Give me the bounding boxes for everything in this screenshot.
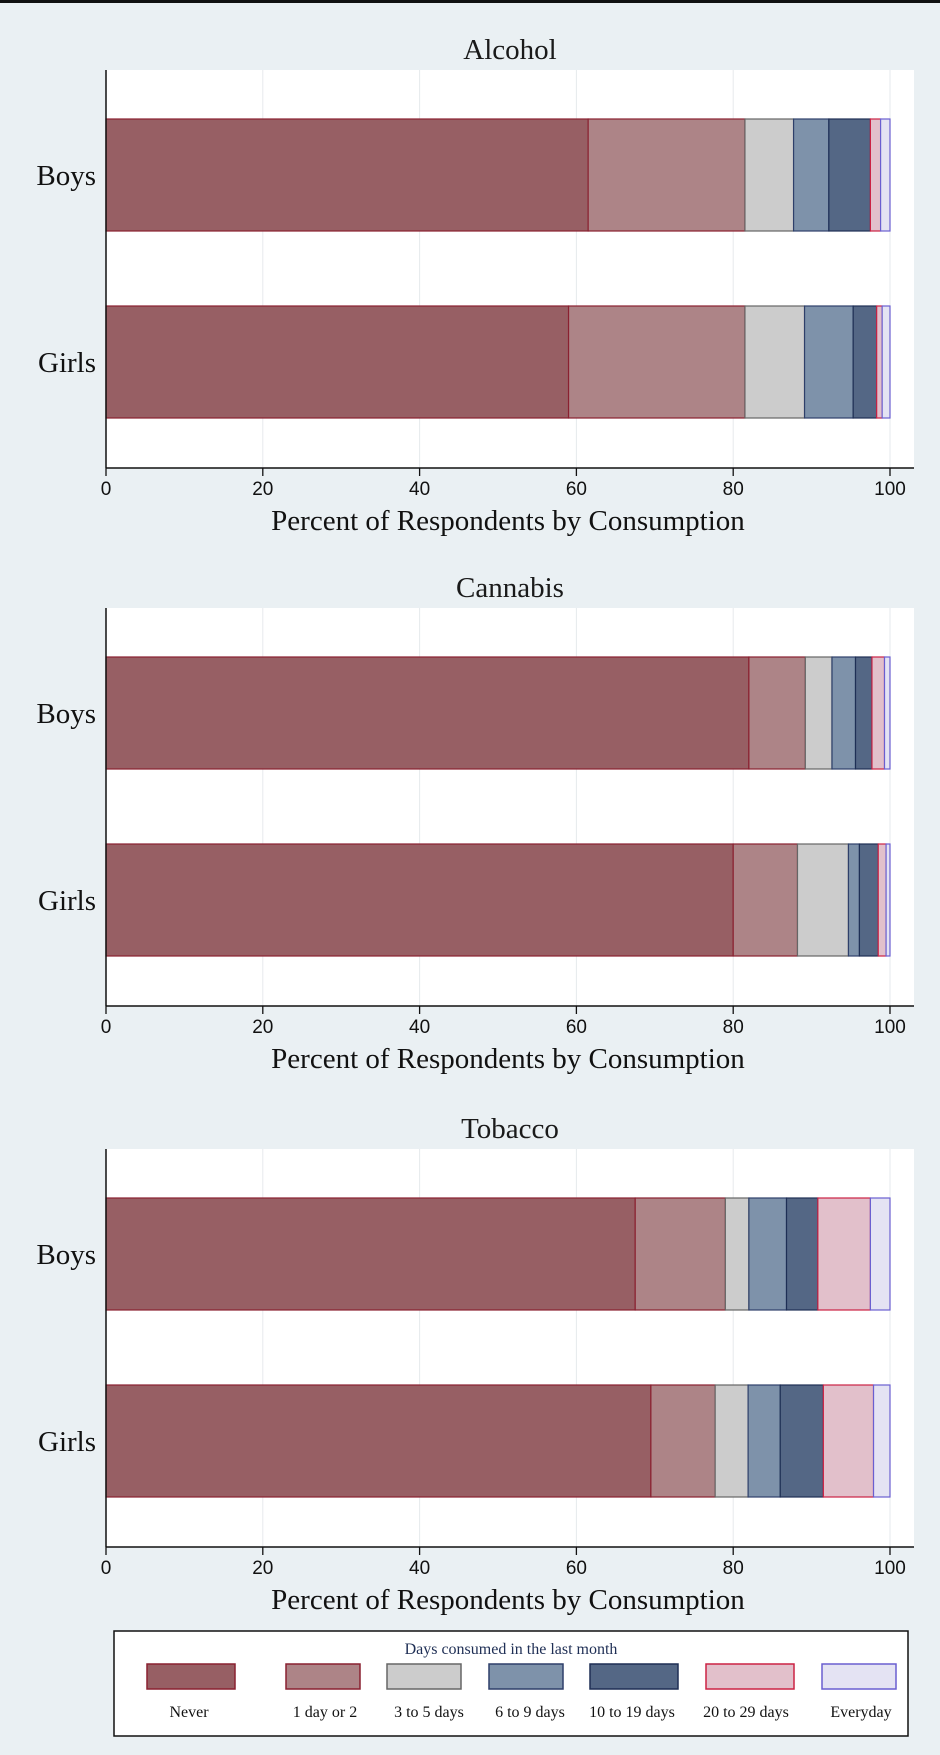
cannabis-bar-girls-1-day-or-2 <box>732 843 799 957</box>
cannabis-title: Cannabis <box>456 572 564 604</box>
tobacco-title: Tobacco <box>461 1113 559 1145</box>
alcohol-bar-boys-20-to-29-days <box>869 118 882 232</box>
tobacco-category-label-girls: Girls <box>38 1426 96 1458</box>
alcohol-bar-boys-1-day-or-2 <box>587 118 746 232</box>
cannabis-bar-girls-6-to-9-days <box>847 843 861 957</box>
cannabis-bar-girls-3-to-5-days <box>796 843 850 957</box>
tobacco-bar-boys-everyday <box>869 1197 891 1311</box>
tobacco-x-axis-label: Percent of Respondents by Consumption <box>271 1584 745 1616</box>
alcohol-bar-girls-10-to-19-days <box>852 305 878 419</box>
tobacco-x-tick-label-80: 80 <box>723 1558 744 1579</box>
tobacco-bar-boys-6-to-9-days <box>748 1197 788 1311</box>
alcohol-x-tick-label-60: 60 <box>566 479 587 500</box>
alcohol-bar-girls-3-to-5-days <box>744 305 806 419</box>
cannabis-x-tick-label-60: 60 <box>566 1017 587 1038</box>
legend-title: Days consumed in the last month <box>405 1641 618 1658</box>
alcohol-bar-girls-1-day-or-2 <box>567 305 746 419</box>
alcohol-x-tick-label-40: 40 <box>409 479 430 500</box>
legend-swatch-20-to-29-days <box>705 1663 795 1690</box>
tobacco-x-tick-label-60: 60 <box>566 1558 587 1579</box>
alcohol-x-tick-label-20: 20 <box>252 479 273 500</box>
alcohol-x-tick-label-80: 80 <box>723 479 744 500</box>
alcohol-bar-girls-never <box>105 305 570 419</box>
tobacco-bar-boys-never <box>105 1197 636 1311</box>
alcohol-title: Alcohol <box>463 34 556 66</box>
tobacco-bar-girls-everyday <box>872 1384 891 1498</box>
cannabis-bar-boys-20-to-29-days <box>871 656 886 770</box>
cannabis-category-label-boys: Boys <box>36 698 96 730</box>
tobacco-x-tick-label-20: 20 <box>252 1558 273 1579</box>
tobacco-bar-girls-6-to-9-days <box>747 1384 781 1498</box>
alcohol-bar-boys-everyday <box>879 118 891 232</box>
cannabis-x-axis-label: Percent of Respondents by Consumption <box>271 1043 745 1075</box>
cannabis-category-label-girls: Girls <box>38 885 96 917</box>
legend-swatch-never <box>146 1663 236 1690</box>
tobacco-category-label-boys: Boys <box>36 1239 96 1271</box>
legend-label-3-to-5-days: 3 to 5 days <box>394 1704 464 1721</box>
cannabis-bar-girls-never <box>105 843 734 957</box>
tobacco-bar-boys-10-to-19-days <box>785 1197 819 1311</box>
tobacco-x-tick-label-40: 40 <box>409 1558 430 1579</box>
alcohol-x-axis-label: Percent of Respondents by Consumption <box>271 505 745 537</box>
tobacco-bar-boys-1-day-or-2 <box>634 1197 726 1311</box>
legend-swatch-1-day-or-2 <box>285 1663 361 1690</box>
legend-label-10-to-19-days: 10 to 19 days <box>589 1704 675 1721</box>
tobacco-bar-girls-20-to-29-days <box>822 1384 875 1498</box>
alcohol-category-label-girls: Girls <box>38 347 96 379</box>
tobacco-x-tick-label-0: 0 <box>101 1558 112 1579</box>
legend-swatch-10-to-19-days <box>589 1663 679 1690</box>
alcohol-bar-boys-10-to-19-days <box>828 118 872 232</box>
tobacco-x-tick-label-100: 100 <box>874 1558 906 1579</box>
alcohol-bar-girls-everyday <box>881 305 891 419</box>
cannabis-bar-boys-6-to-9-days <box>831 656 857 770</box>
cannabis-x-tick-label-20: 20 <box>252 1017 273 1038</box>
cannabis-x-tick-label-100: 100 <box>874 1017 906 1038</box>
chart-canvas: Alcohol Boys Girls 0 20 40 60 80 100 Percent of R… <box>36 34 914 1737</box>
legend-label-never: Never <box>169 1704 209 1721</box>
cannabis-bar-girls-20-to-29-days <box>877 843 887 957</box>
alcohol-bar-boys-never <box>105 118 589 232</box>
tobacco-bar-boys-20-to-29-days <box>817 1197 872 1311</box>
tobacco-bar-girls-10-to-19-days <box>779 1384 824 1498</box>
cannabis-bar-boys-10-to-19-days <box>854 656 873 770</box>
legend-swatch-3-to-5-days <box>386 1663 462 1690</box>
cannabis-x-tick-label-80: 80 <box>723 1017 744 1038</box>
cannabis-bar-boys-3-to-5-days <box>804 656 833 770</box>
legend-label-6-to-9-days: 6 to 9 days <box>495 1704 565 1721</box>
tobacco-bar-girls-3-to-5-days <box>714 1384 749 1498</box>
alcohol-bar-boys-6-to-9-days <box>792 118 830 232</box>
cannabis-bar-girls-everyday <box>885 843 891 957</box>
cannabis-bar-boys-never <box>105 656 750 770</box>
alcohol-x-tick-label-100: 100 <box>874 479 906 500</box>
alcohol-bar-girls-6-to-9-days <box>803 305 854 419</box>
cannabis-x-tick-label-0: 0 <box>101 1017 112 1038</box>
alcohol-bar-boys-3-to-5-days <box>744 118 795 232</box>
legend-label-20-to-29-days: 20 to 29 days <box>703 1704 789 1721</box>
alcohol-bar-girls-20-to-29-days <box>876 305 883 419</box>
legend-label-1-day-or-2: 1 day or 2 <box>293 1704 357 1721</box>
legend-swatch-everyday <box>821 1663 897 1690</box>
cannabis-x-tick-label-40: 40 <box>409 1017 430 1038</box>
tobacco-bar-girls-1-day-or-2 <box>650 1384 716 1498</box>
tobacco-bar-girls-never <box>105 1384 652 1498</box>
legend-swatch-6-to-9-days <box>488 1663 564 1690</box>
legend-label-everyday: Everyday <box>830 1704 891 1721</box>
alcohol-category-label-boys: Boys <box>36 160 96 192</box>
cannabis-bar-boys-everyday <box>883 656 891 770</box>
tobacco-bar-boys-3-to-5-days <box>724 1197 750 1311</box>
cannabis-bar-boys-1-day-or-2 <box>748 656 806 770</box>
alcohol-x-tick-label-0: 0 <box>101 479 112 500</box>
cannabis-bar-girls-10-to-19-days <box>858 843 879 957</box>
